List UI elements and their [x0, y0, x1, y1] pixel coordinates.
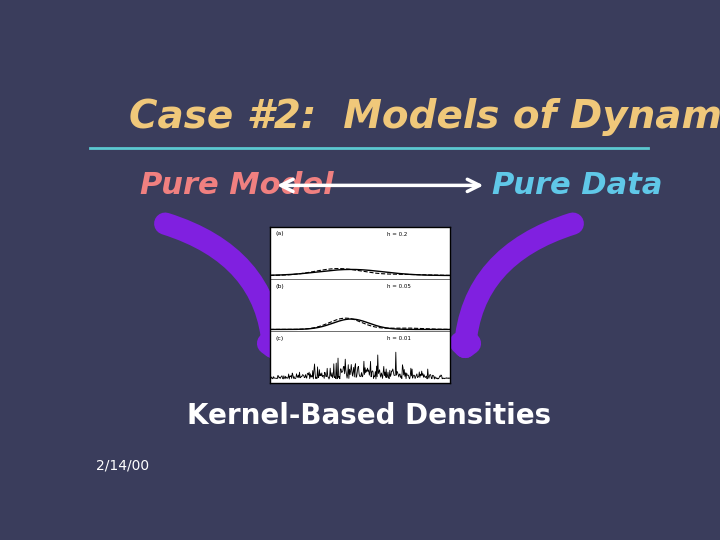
Text: Case #2:  Models of Dynamics: Case #2: Models of Dynamics — [129, 98, 720, 136]
Text: (a): (a) — [275, 232, 284, 237]
Text: h = 0.2: h = 0.2 — [387, 232, 408, 237]
Text: (c): (c) — [275, 336, 284, 341]
Text: Pure Data: Pure Data — [492, 171, 662, 200]
Text: Pure Model: Pure Model — [140, 171, 334, 200]
FancyArrowPatch shape — [165, 224, 277, 347]
Text: h = 0.01: h = 0.01 — [387, 336, 411, 341]
Text: (b): (b) — [275, 284, 284, 289]
Text: 2/14/00: 2/14/00 — [96, 458, 149, 472]
FancyArrowPatch shape — [461, 224, 573, 347]
Text: h = 0.05: h = 0.05 — [387, 284, 411, 289]
Text: Kernel-Based Densities: Kernel-Based Densities — [187, 402, 551, 430]
